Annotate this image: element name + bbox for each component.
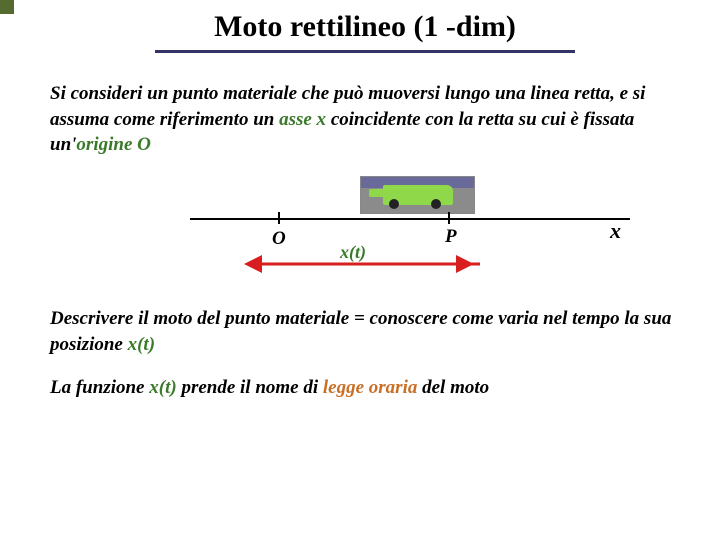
function-paragraph: La funzione x(t) prende il nome di legge… bbox=[50, 375, 680, 401]
p2-xt: x(t) bbox=[128, 334, 155, 355]
title-underline bbox=[155, 50, 575, 53]
tick-origin bbox=[278, 212, 280, 224]
p3-text-2: prende il nome di bbox=[177, 377, 323, 398]
p3-xt: x(t) bbox=[149, 377, 176, 398]
corner-decoration bbox=[0, 0, 14, 14]
label-x-axis: x bbox=[610, 218, 621, 244]
car-body bbox=[383, 185, 453, 205]
displacement-arrow bbox=[190, 236, 550, 276]
p3-text-1: La funzione bbox=[50, 377, 149, 398]
intro-paragraph: Si consideri un punto materiale che può … bbox=[50, 81, 680, 158]
slide-title: Moto rettilineo (1 -dim) bbox=[50, 10, 680, 44]
p1-origine-o: origine O bbox=[76, 134, 150, 155]
axis-diagram: O P x x(t) bbox=[50, 176, 680, 286]
tick-point-p bbox=[448, 212, 450, 224]
p3-text-3: del moto bbox=[417, 377, 489, 398]
x-axis-line bbox=[190, 218, 630, 220]
slide-content: Moto rettilineo (1 -dim) Si consideri un… bbox=[0, 0, 720, 439]
p3-legge-oraria: legge oraria bbox=[323, 377, 417, 398]
p1-asse-x: asse x bbox=[279, 109, 326, 130]
describe-paragraph: Descrivere il moto del punto materiale =… bbox=[50, 306, 680, 357]
car-image bbox=[360, 176, 475, 214]
car-wheel-front bbox=[389, 199, 399, 209]
car-wheel-rear bbox=[431, 199, 441, 209]
